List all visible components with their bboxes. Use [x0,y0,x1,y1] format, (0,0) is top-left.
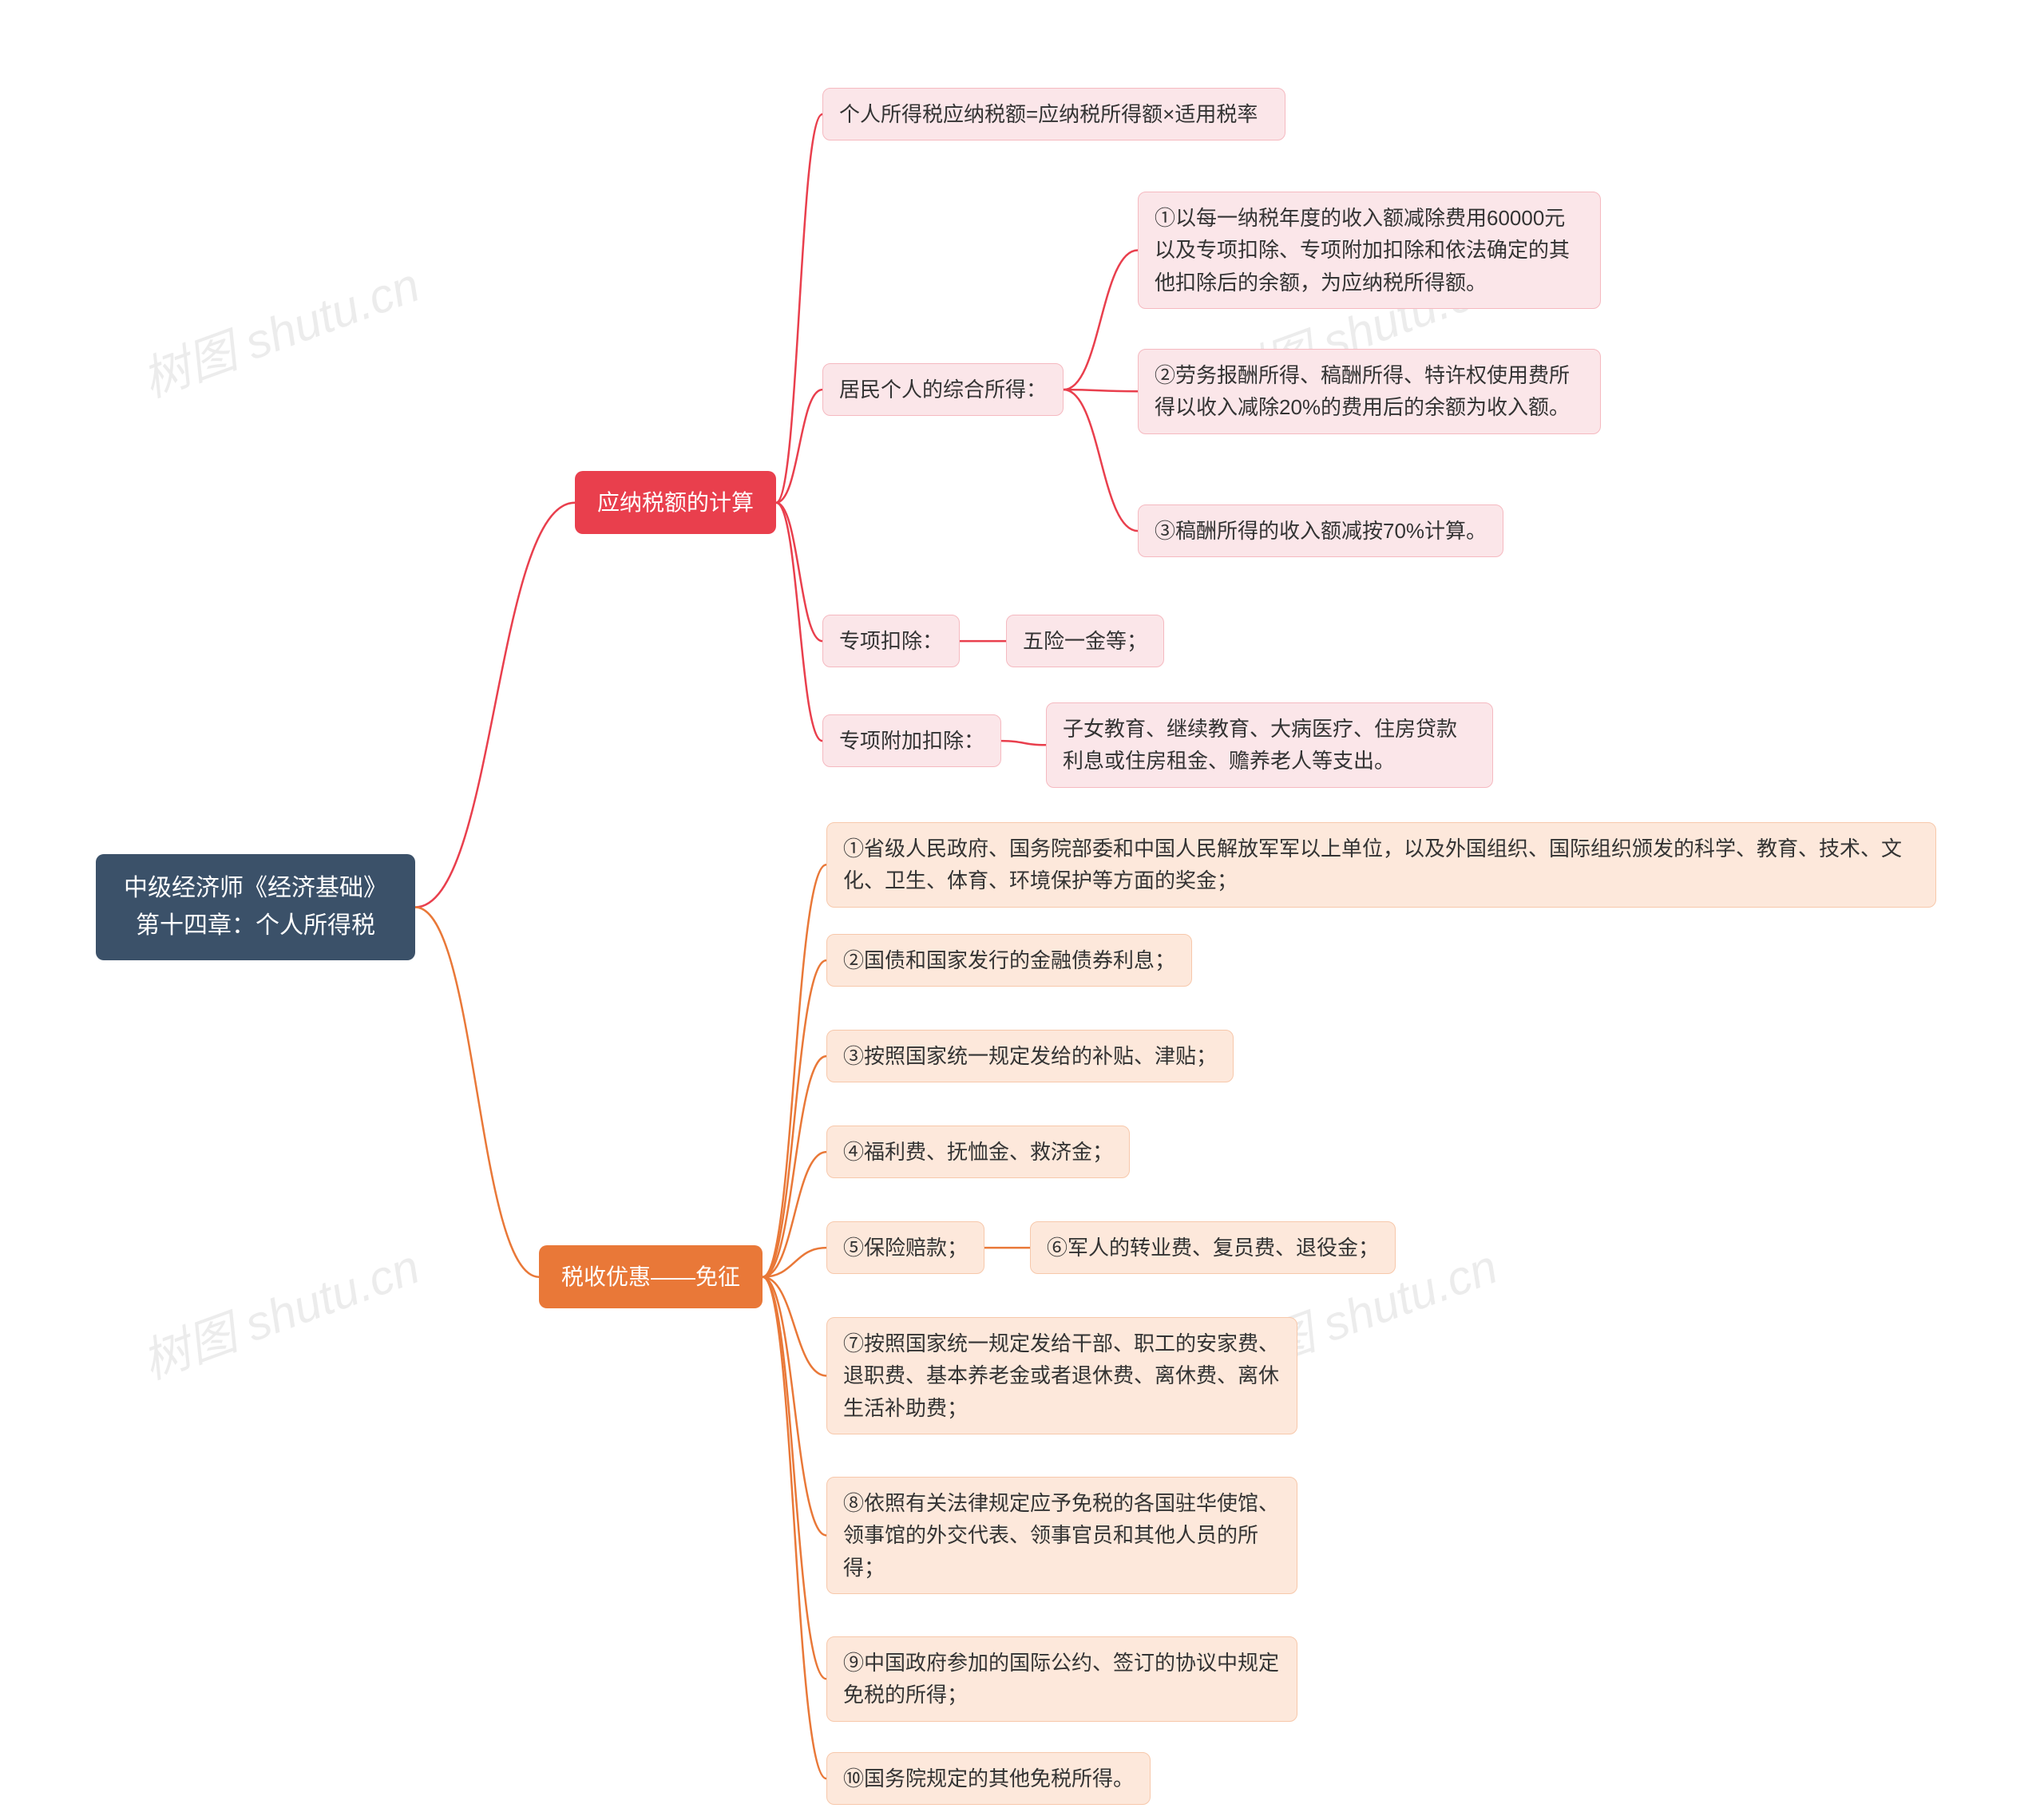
leaf-exempt-9: ⑨中国政府参加的国际公约、签订的协议中规定免税的所得； [826,1636,1297,1722]
leaf-formula: 个人所得税应纳税额=应纳税所得额×适用税率 [822,88,1285,140]
leaf-exempt-6: ⑥军人的转业费、复员费、退役金； [1030,1221,1396,1274]
leaf-exempt-3: ③按照国家统一规定发给的补贴、津贴； [826,1030,1234,1082]
root-node: 中级经济师《经济基础》 第十四章：个人所得税 [96,854,415,960]
leaf-exempt-1: ①省级人民政府、国务院部委和中国人民解放军军以上单位，以及外国组织、国际组织颁发… [826,822,1936,908]
leaf-special-deduction-label: 专项扣除： [822,615,960,667]
leaf-exempt-10: ⑩国务院规定的其他免税所得。 [826,1752,1151,1805]
leaf-resident-income-2: ②劳务报酬所得、稿酬所得、特许权使用费所得以收入减除20%的费用后的余额为收入额… [1138,349,1601,434]
leaf-resident-income-label: 居民个人的综合所得： [822,363,1064,416]
leaf-resident-income-1: ①以每一纳税年度的收入额减除费用60000元以及专项扣除、专项附加扣除和依法确定… [1138,192,1601,309]
leaf-resident-income-3: ③稿酬所得的收入额减按70%计算。 [1138,504,1503,557]
leaf-addl-deduction-val: 子女教育、继续教育、大病医疗、住房贷款利息或住房租金、赡养老人等支出。 [1046,702,1493,788]
root-line2: 第十四章：个人所得税 [117,908,394,945]
leaf-special-deduction-val: 五险一金等； [1006,615,1164,667]
watermark: 树图 shutu.cn [132,1230,430,1399]
root-line1: 中级经济师《经济基础》 [117,870,394,908]
branch-tax-exempt: 税收优惠——免征 [539,1245,763,1308]
leaf-addl-deduction-label: 专项附加扣除： [822,714,1001,767]
leaf-exempt-2: ②国债和国家发行的金融债券利息； [826,934,1192,987]
watermark: 树图 shutu.cn [132,248,430,417]
leaf-exempt-7: ⑦按照国家统一规定发给干部、职工的安家费、退职费、基本养老金或者退休费、离休费、… [826,1317,1297,1434]
leaf-exempt-5: ⑤保险赔款； [826,1221,984,1274]
leaf-exempt-8: ⑧依照有关法律规定应予免税的各国驻华使馆、领事馆的外交代表、领事官员和其他人员的… [826,1477,1297,1594]
leaf-exempt-4: ④福利费、抚恤金、救济金； [826,1126,1130,1178]
branch-tax-calc: 应纳税额的计算 [575,471,776,534]
